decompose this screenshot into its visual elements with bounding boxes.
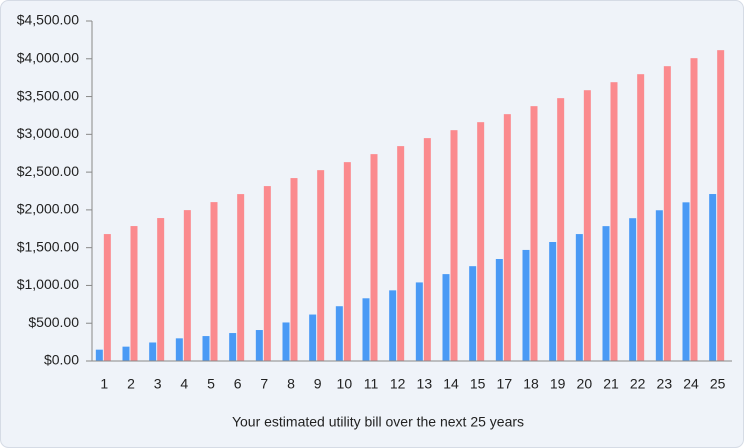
bar: [317, 170, 325, 361]
x-tick-label: 14: [443, 376, 459, 392]
y-tick-label: $0.00: [44, 352, 79, 368]
bar: [637, 74, 645, 362]
bar: [183, 210, 191, 361]
x-tick-label: 19: [550, 376, 566, 392]
bar: [423, 138, 431, 361]
bar: [663, 66, 671, 361]
x-tick-label: 8: [287, 376, 295, 392]
bar: [469, 266, 477, 361]
bar: [450, 130, 458, 361]
bar: [690, 58, 698, 361]
y-tick-label: $2,500.00: [17, 163, 79, 179]
bar: [210, 202, 218, 361]
x-tick-label: 18: [523, 376, 539, 392]
y-tick-label: $1,000.00: [17, 276, 79, 292]
x-tick-label: 6: [234, 376, 242, 392]
bar: [362, 298, 370, 361]
x-tick-label: 15: [470, 376, 486, 392]
bar: [103, 234, 111, 361]
x-tick-label: 11: [364, 376, 379, 392]
bar: [415, 282, 423, 361]
x-axis-label: Your estimated utility bill over the nex…: [232, 414, 524, 430]
x-tick-label: 23: [657, 376, 673, 392]
y-tick-label: $500.00: [28, 314, 79, 330]
bar: [229, 333, 237, 361]
bar: [583, 90, 591, 361]
y-tick-label: $3,000.00: [17, 125, 79, 141]
x-tick-label: 3: [154, 376, 162, 392]
bar: [255, 330, 263, 361]
x-tick-label: 5: [207, 376, 215, 392]
x-tick-label: 12: [390, 376, 406, 392]
bar: [370, 154, 378, 361]
bar: [175, 338, 183, 361]
bar: [477, 122, 485, 362]
x-tick-label: 21: [603, 376, 619, 392]
bar: [495, 259, 503, 361]
x-tick-label: 24: [683, 376, 699, 392]
bar: [655, 210, 663, 361]
x-tick-label: 4: [180, 376, 188, 392]
y-tick-label: $2,000.00: [17, 201, 79, 217]
bar: [130, 226, 138, 361]
y-tick-label: $4,500.00: [17, 12, 79, 28]
y-tick-label: $4,000.00: [17, 49, 79, 65]
bar: [202, 336, 210, 361]
bar: [309, 314, 317, 361]
x-tick-label: 10: [337, 376, 353, 392]
bar: [335, 306, 343, 361]
x-tick-label: 22: [630, 376, 646, 392]
bar: [575, 234, 583, 361]
x-tick-label: 25: [710, 376, 726, 392]
bar: [282, 322, 290, 361]
bar: [389, 290, 397, 361]
bar: [682, 202, 690, 361]
bar: [442, 274, 450, 361]
x-tick-label: 7: [260, 376, 268, 392]
x-tick-label: 13: [417, 376, 433, 392]
bar: [549, 242, 557, 361]
x-tick-label: 2: [127, 376, 135, 392]
bar: [629, 218, 637, 361]
bar: [522, 249, 530, 361]
bar: [530, 106, 538, 361]
bar: [157, 218, 165, 361]
bar: [717, 50, 725, 362]
bar: [95, 349, 103, 361]
bar: [343, 162, 351, 361]
bar: [149, 342, 157, 361]
bar: [397, 146, 405, 361]
y-tick-label: $3,500.00: [17, 87, 79, 103]
bar: [610, 82, 618, 361]
bar: [290, 178, 298, 361]
bar: [237, 194, 245, 361]
x-tick-label: 20: [577, 376, 593, 392]
bar: [122, 346, 130, 361]
bar: [263, 186, 271, 361]
x-tick-label: 9: [314, 376, 322, 392]
bar: [709, 194, 717, 361]
bar: [557, 98, 565, 362]
x-tick-label: 1: [100, 376, 108, 392]
y-tick-label: $1,500.00: [17, 238, 79, 254]
x-tick-label: 17: [497, 376, 513, 392]
bar: [503, 114, 511, 361]
bar: [602, 226, 610, 361]
